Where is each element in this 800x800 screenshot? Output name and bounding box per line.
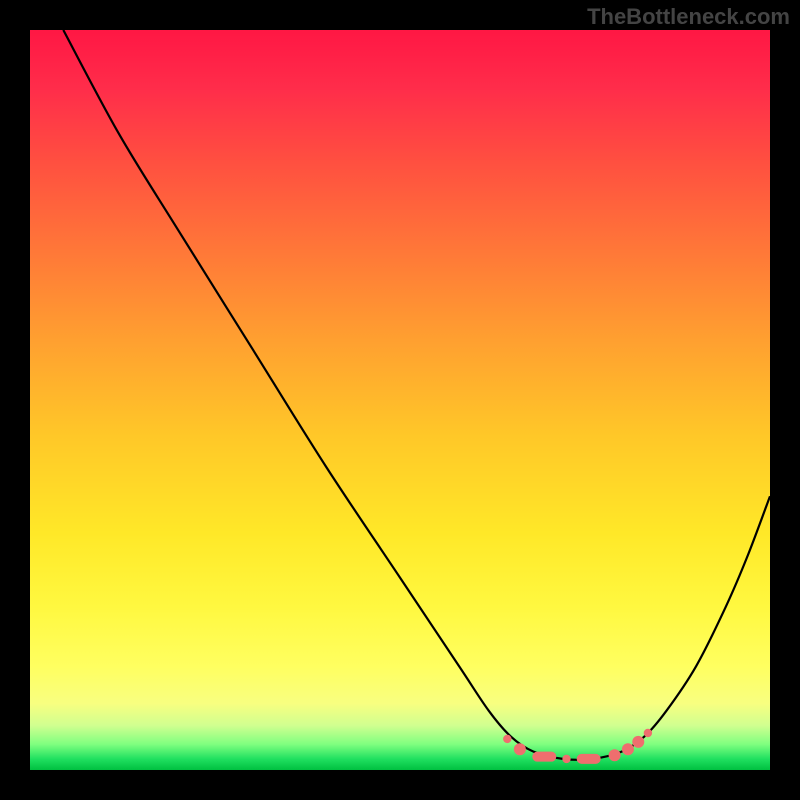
marker-dot xyxy=(503,735,511,743)
marker-dot xyxy=(644,729,652,737)
marker-dot xyxy=(622,743,634,755)
marker-dot xyxy=(632,736,644,748)
marker-dash xyxy=(532,752,556,762)
watermark-text: TheBottleneck.com xyxy=(587,4,790,30)
marker-dot xyxy=(514,743,526,755)
curve-layer xyxy=(30,30,770,770)
marker-dash xyxy=(577,754,601,764)
marker-dot xyxy=(609,749,621,761)
plot-area xyxy=(30,30,770,770)
bottleneck-curve xyxy=(63,30,770,760)
marker-dot xyxy=(562,755,570,763)
